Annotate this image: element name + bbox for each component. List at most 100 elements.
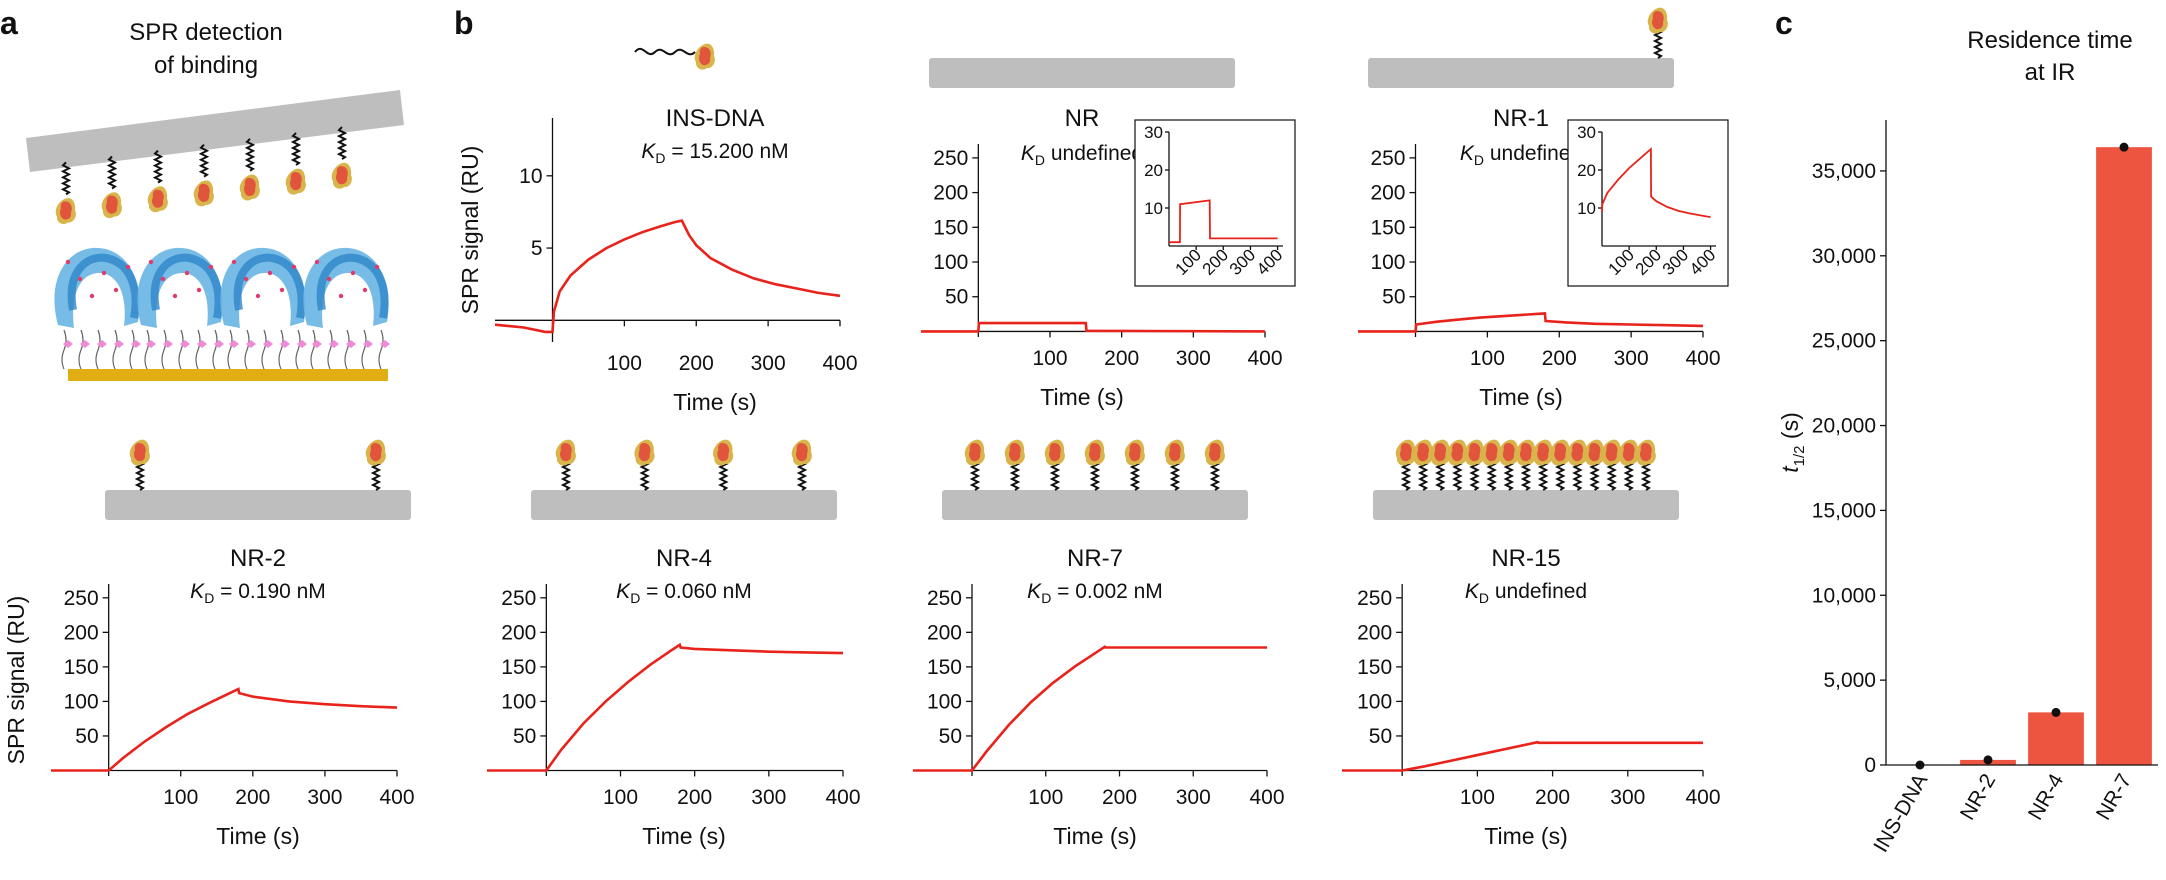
receptor-dot	[243, 276, 249, 282]
chart-nr-7: NR-7 KD = 0.002 nM 100 200 300 400 50 100 150 200…	[913, 439, 1285, 849]
receptor-linker	[129, 329, 135, 370]
x-tick-label: 100	[1470, 347, 1505, 370]
receptor-chain	[233, 253, 306, 319]
nr-ligand-6	[1204, 439, 1225, 466]
schematic-title-line1: SPR detection	[129, 19, 282, 46]
receptor-dot	[77, 276, 83, 282]
inset-series-line	[1169, 199, 1278, 244]
receptor-glycan	[280, 340, 290, 348]
kd-value: = 15.200 nM	[665, 140, 788, 163]
bar-y-tick-label: 5,000	[1823, 669, 1876, 692]
kd-label: KD = 15.200 nM	[641, 140, 788, 166]
slab-ligand-2	[147, 186, 168, 213]
kd-label: KD undefined	[1021, 142, 1143, 168]
y-tick-label: 200	[1357, 621, 1392, 644]
receptor-chain	[316, 253, 389, 319]
receptor-dot	[314, 259, 320, 265]
x-tick-label: 400	[1685, 786, 1720, 809]
x-axis-label: Time (s)	[1484, 823, 1567, 849]
bar-nr-7	[2096, 147, 2152, 765]
receptor-glycan	[63, 340, 73, 348]
kd-symbol: K	[1460, 142, 1475, 165]
x-tick-label: 400	[1247, 347, 1282, 370]
receptor-dot	[113, 287, 119, 293]
kd-label: KD = 0.060 nM	[616, 580, 752, 606]
nr-slab	[929, 58, 1235, 88]
x-tick-label: 400	[822, 352, 857, 375]
kd-symbol: K	[1021, 142, 1036, 165]
x-axis-label: Time (s)	[642, 823, 725, 849]
y-tick-label: 50	[513, 725, 536, 748]
bar-category-label: INS-DNA	[1869, 770, 1932, 856]
bar-point-nr-2	[1983, 755, 1993, 765]
nr-ligand-6	[1498, 439, 1519, 466]
y-tick-label: 250	[1370, 147, 1405, 170]
inset-y-tick-label: 10	[1144, 199, 1163, 218]
receptor-dot	[362, 287, 368, 293]
y-tick-label: 50	[1369, 725, 1392, 748]
slab-ligand-5	[285, 168, 306, 195]
nr-schematic-4	[531, 439, 837, 520]
receptor-glycan	[163, 340, 173, 348]
kd-symbol: K	[616, 580, 631, 603]
slab-ligand-6	[331, 162, 352, 189]
receptor-glycan	[263, 340, 273, 348]
nr-ligand-3	[791, 439, 812, 466]
inset-y-tick-label: 20	[1577, 161, 1596, 180]
x-tick-label: 200	[1542, 347, 1577, 370]
nr-ligand-5	[1481, 439, 1502, 466]
kd-subscript: D	[1474, 152, 1484, 168]
receptor-dot	[350, 270, 356, 276]
receptor-glycan	[180, 340, 190, 348]
receptor-dot	[89, 293, 95, 299]
nr-ligand-0	[964, 439, 985, 466]
y-tick-label: 250	[933, 147, 968, 170]
kd-symbol: K	[190, 580, 205, 603]
receptor-linker	[78, 329, 84, 370]
slab-ligand-1	[101, 192, 122, 219]
kd-symbol: K	[1027, 580, 1042, 603]
chart-title: NR-7	[1067, 545, 1123, 572]
receptor-glycan	[229, 340, 239, 348]
kd-value: = 0.060 nM	[640, 580, 752, 603]
gold-chip	[68, 369, 388, 381]
y-tick-label: 150	[64, 656, 99, 679]
x-tick-label: 300	[751, 352, 786, 375]
receptor-linker	[95, 329, 101, 370]
nr-ligand-4	[1464, 439, 1485, 466]
receptor-dot	[279, 287, 285, 293]
bar-y-tick-label: 25,000	[1812, 330, 1876, 353]
ylabel-unit: (s)	[1777, 412, 1803, 445]
nr-schematic-2	[1368, 7, 1674, 88]
receptor-linker	[310, 329, 316, 370]
chart-title: NR-1	[1493, 105, 1549, 132]
chart-title: NR-4	[656, 545, 712, 572]
kd-symbol: K	[641, 140, 656, 163]
kd-subscript: D	[630, 590, 640, 606]
x-tick-label: 200	[677, 786, 712, 809]
sensor-slab	[26, 90, 404, 172]
receptor-1	[137, 247, 224, 370]
receptor-dot	[255, 293, 261, 299]
x-axis-label: Time (s)	[216, 823, 299, 849]
receptor-glycan	[131, 340, 141, 348]
chart-residence: Residence time at IR 0 5,000 10,000 15,000 20,…	[1777, 27, 2158, 856]
receptor-glycan	[97, 340, 107, 348]
bar-category-label: NR-4	[2024, 770, 2069, 824]
receptor-glycan	[197, 340, 207, 348]
y-tick-label: 200	[64, 621, 99, 644]
inset-y-tick-label: 10	[1577, 199, 1596, 218]
insulin-receptors	[54, 247, 390, 370]
bar-category-label: NR-7	[2092, 770, 2136, 824]
nr-slab	[942, 490, 1248, 520]
receptor-linker	[278, 329, 284, 370]
panel-letter-b: b	[454, 5, 474, 41]
receptor-glycan	[297, 340, 307, 348]
receptor-2	[220, 247, 307, 370]
kd-subscript: D	[1479, 590, 1489, 606]
receptor-dot	[125, 264, 131, 270]
y-tick-label: 150	[1357, 656, 1392, 679]
